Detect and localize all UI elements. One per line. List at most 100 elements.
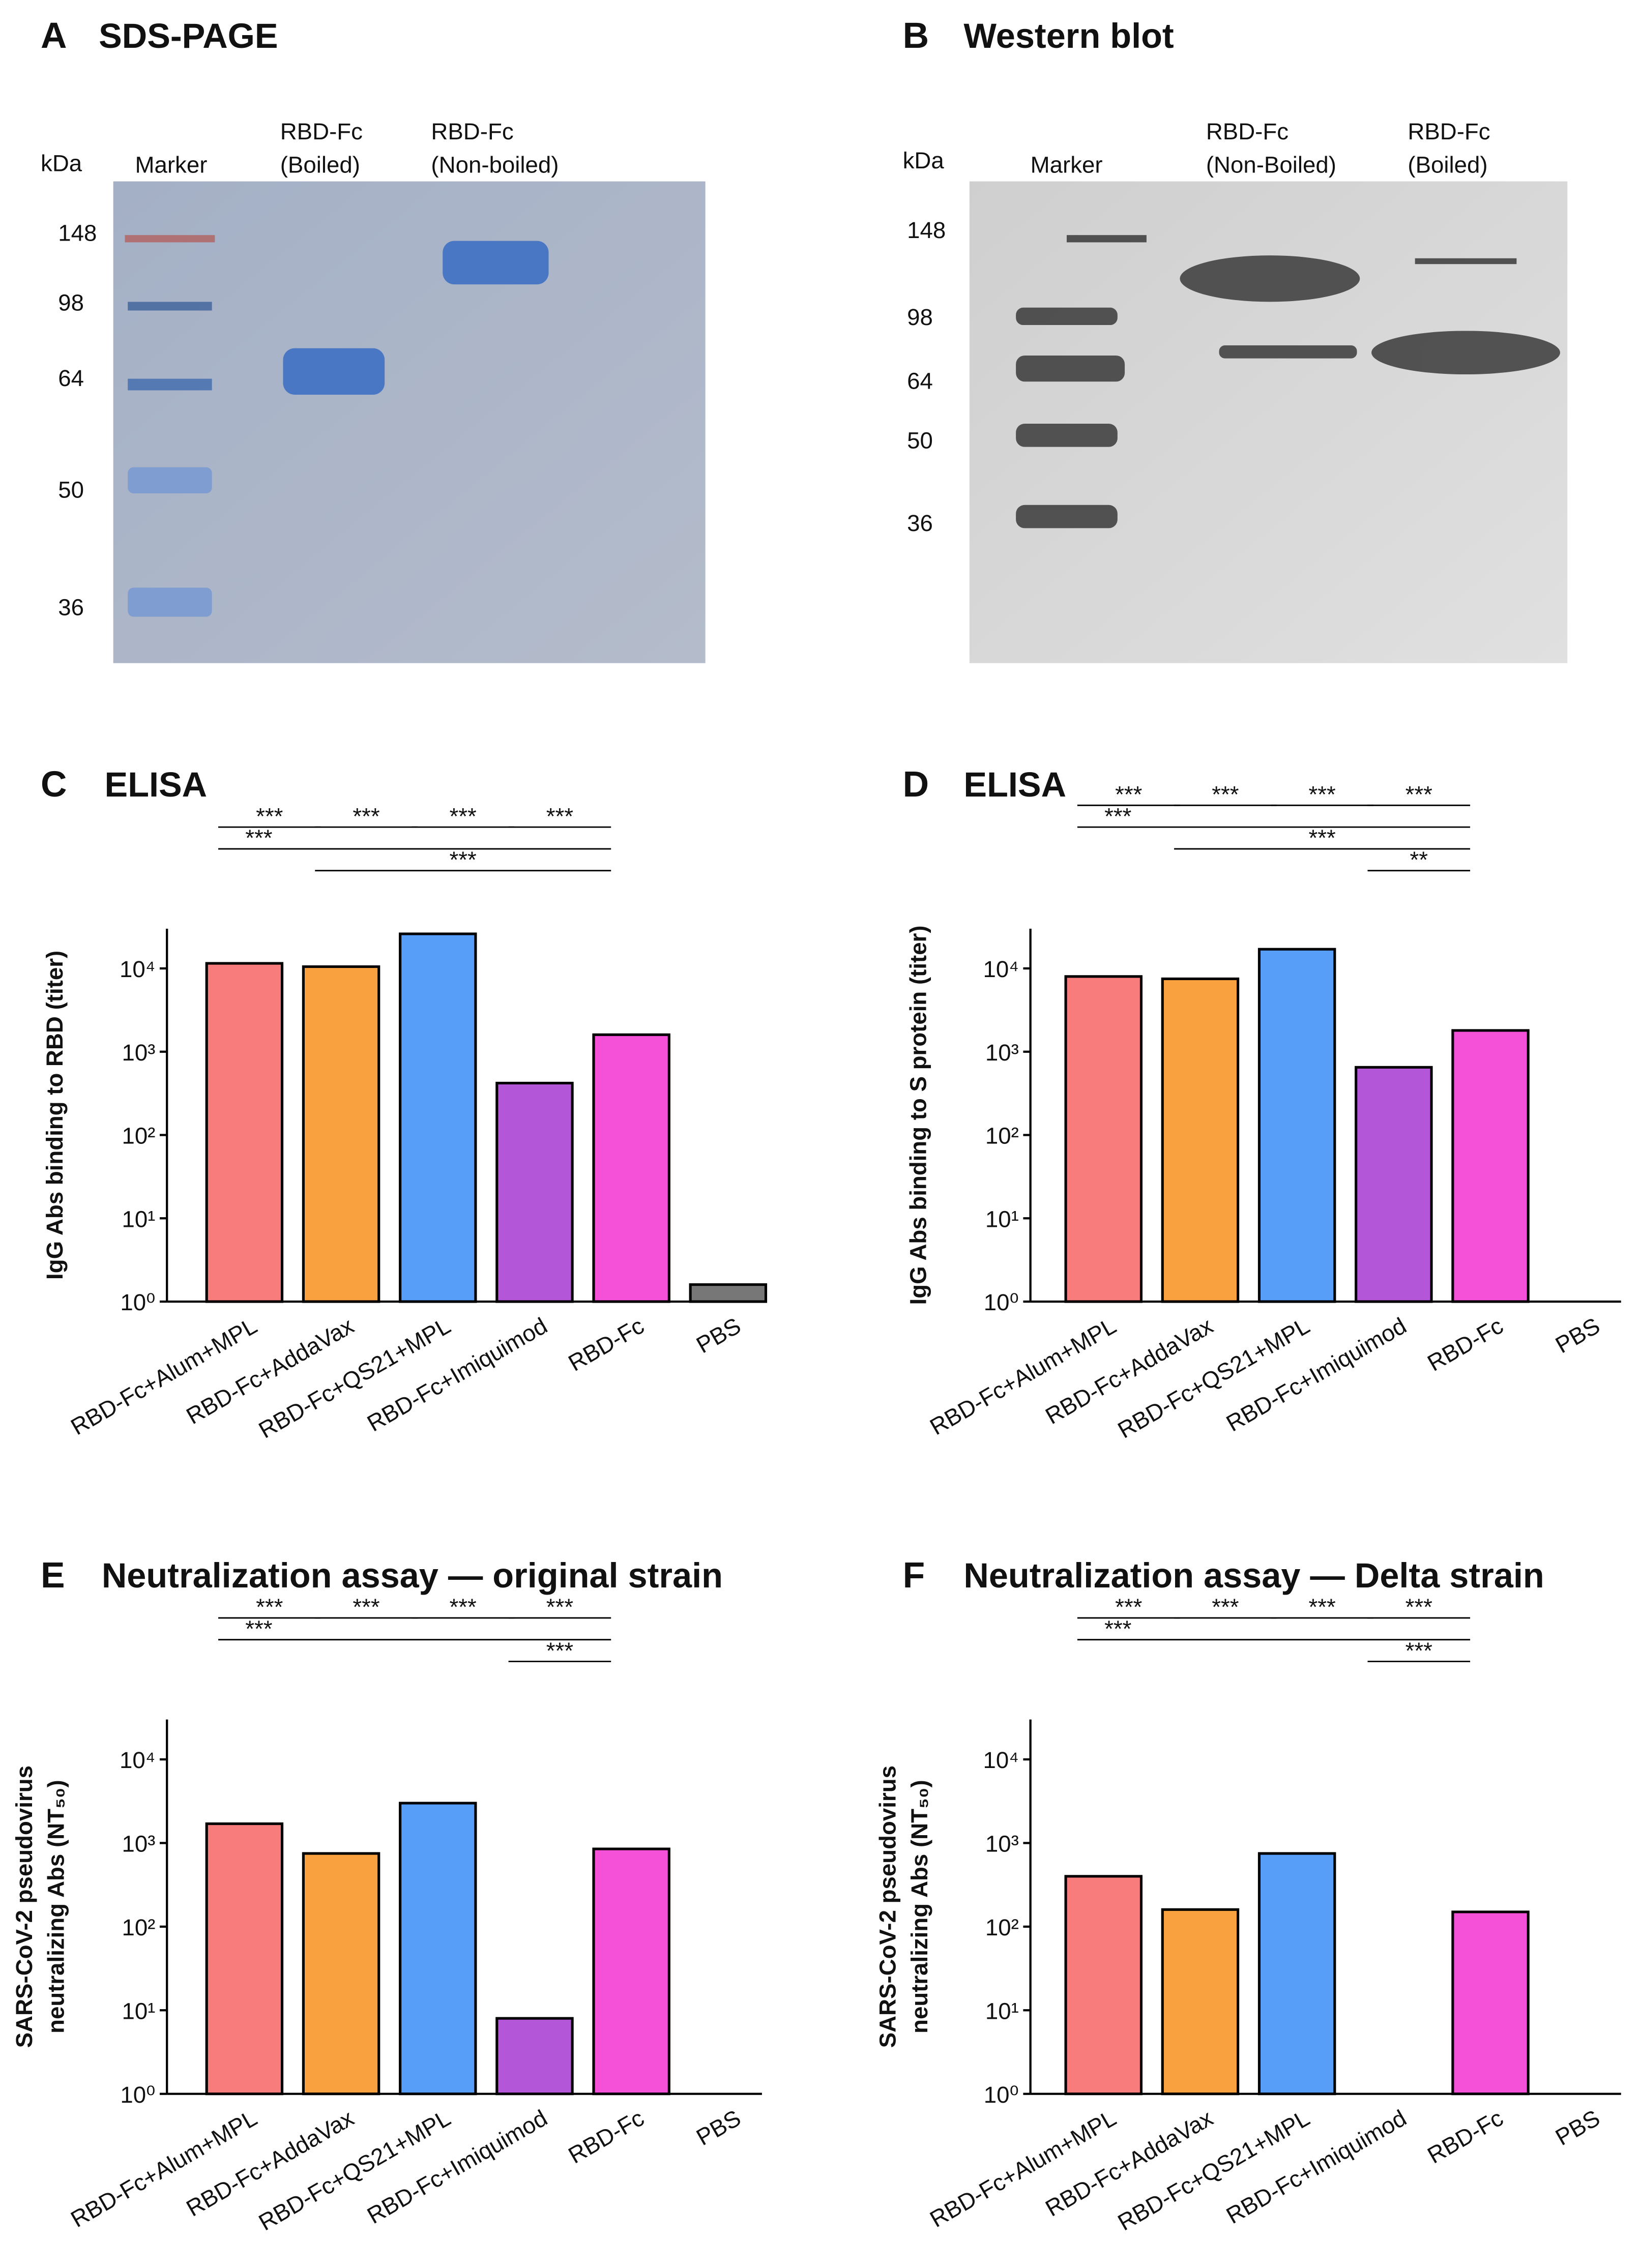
y-tick-label: 10² [985, 1914, 1019, 1940]
significance-label: *** [546, 1594, 574, 1620]
bar [1257, 1852, 1336, 2096]
lane-label: (Non-Boiled) [1206, 152, 1336, 178]
panel-letter: A [41, 15, 67, 56]
bar [592, 1847, 670, 2096]
blot-bands [1016, 235, 1560, 528]
bar [1451, 1910, 1530, 2096]
y-tick-label: 10⁰ [984, 2082, 1019, 2108]
bar [1161, 1908, 1240, 2096]
significance-label: *** [353, 1594, 380, 1620]
x-tick-label: RBD-Fc [1423, 2105, 1508, 2168]
bar [205, 962, 284, 1303]
significance-label: *** [1115, 782, 1143, 808]
chart-title: Neutralization assay — original strain [102, 1556, 723, 1595]
blot-image [969, 181, 1568, 663]
y-tick-label: 10⁴ [120, 956, 155, 982]
y-axis-label: neutralizing Abs (NT₅₀) [906, 1780, 932, 2034]
x-tick-label: RBD-Fc [564, 2105, 649, 2168]
panel-letter: F [903, 1555, 925, 1596]
bar [1161, 977, 1240, 1303]
marker-label: 64 [907, 368, 933, 394]
significance-label: *** [546, 803, 574, 829]
y-tick-label: 10¹ [122, 1998, 155, 2024]
y-tick-label: 10⁴ [983, 1747, 1018, 1773]
panel-letter: C [41, 764, 67, 805]
y-tick-label: 10³ [985, 1831, 1019, 1857]
y-tick-label: 10² [122, 1123, 155, 1149]
x-tick-label: RBD-Fc [1423, 1313, 1508, 1376]
y-tick-label: 10² [122, 1914, 155, 1940]
bar [205, 1822, 284, 2096]
y-tick-label: 10⁰ [120, 2082, 155, 2108]
bar [689, 1283, 768, 1303]
lane-label: RBD-Fc [1408, 119, 1490, 144]
gel-image [113, 181, 706, 663]
y-tick-label: 10⁰ [120, 1289, 155, 1315]
significance-label: *** [1212, 782, 1239, 808]
bar [1064, 975, 1143, 1303]
y-axis-label: IgG Abs binding to S protein (titer) [905, 925, 931, 1305]
significance-label: *** [1104, 1616, 1132, 1642]
y-tick-label: 10⁴ [983, 956, 1018, 982]
significance-label: *** [1115, 1594, 1143, 1620]
lane-label: (Boiled) [1408, 152, 1487, 178]
significance-label: *** [1308, 782, 1336, 808]
lane-label: RBD-Fc [431, 119, 513, 144]
x-tick-label: PBS [1551, 2105, 1604, 2151]
significance-label: *** [450, 847, 477, 873]
x-tick-label: PBS [692, 2105, 745, 2151]
x-tick-label: PBS [1551, 1313, 1604, 1359]
panel-title: SDS-PAGE [99, 16, 278, 55]
bar [592, 1033, 670, 1303]
y-axis-label: IgG Abs binding to RBD (titer) [42, 951, 68, 1280]
y-axis-label: SARS-CoV-2 pseudovirus [874, 1765, 900, 2048]
y-tick-label: 10¹ [985, 1998, 1019, 2024]
bar [399, 1802, 477, 2096]
unit-label: kDa [903, 148, 945, 173]
bar [495, 1081, 574, 1303]
panel-letter: D [903, 764, 929, 805]
y-axis-label: neutralizing Abs (NT₅₀) [43, 1780, 69, 2034]
bar [302, 1852, 380, 2096]
significance-label: *** [450, 1594, 477, 1620]
marker-label: 36 [58, 595, 84, 621]
marker-label: 50 [58, 477, 84, 503]
x-tick-label: RBD-Fc+Alum+MPL [925, 2105, 1120, 2232]
gel-bands [125, 235, 549, 617]
lane-label: (Boiled) [280, 152, 360, 178]
marker-label: 98 [58, 290, 84, 316]
significance-label: *** [1104, 803, 1132, 829]
panel-letter: E [41, 1555, 65, 1596]
y-axis-label: SARS-CoV-2 pseudovirus [11, 1765, 37, 2048]
bar [1064, 1875, 1143, 2096]
lane-label: RBD-Fc [1206, 119, 1288, 144]
bar [495, 2017, 574, 2096]
significance-label: *** [450, 803, 477, 829]
y-tick-label: 10³ [122, 1040, 155, 1066]
marker-label: 64 [58, 365, 84, 391]
y-tick-label: 10² [985, 1123, 1019, 1149]
significance-label: *** [1405, 782, 1433, 808]
y-tick-label: 10³ [985, 1040, 1019, 1066]
x-tick-label: RBD-Fc+Imiquimod [1222, 2105, 1411, 2229]
significance-label: *** [245, 825, 273, 851]
x-tick-label: RBD-Fc+Alum+MPL [925, 1313, 1120, 1440]
y-tick-label: 10¹ [985, 1206, 1019, 1232]
lane-label: Marker [135, 152, 207, 178]
significance-label: *** [256, 1594, 283, 1620]
unit-label: kDa [41, 151, 82, 176]
significance-label: *** [1405, 1638, 1433, 1664]
x-tick-label: RBD-Fc+Imiquimod [1222, 1313, 1411, 1437]
x-tick-label: RBD-Fc [564, 1313, 649, 1376]
significance-label: ** [1410, 847, 1428, 873]
lane-label: RBD-Fc [280, 119, 363, 144]
significance-label: *** [1405, 1594, 1433, 1620]
significance-label: *** [546, 1638, 574, 1664]
panel-letter: B [903, 15, 929, 56]
x-tick-label: RBD-Fc+Imiquimod [363, 2105, 551, 2229]
bar [1355, 1066, 1433, 1303]
bar [1451, 1029, 1530, 1303]
significance-label: *** [353, 803, 380, 829]
chart-title: ELISA [105, 765, 208, 804]
